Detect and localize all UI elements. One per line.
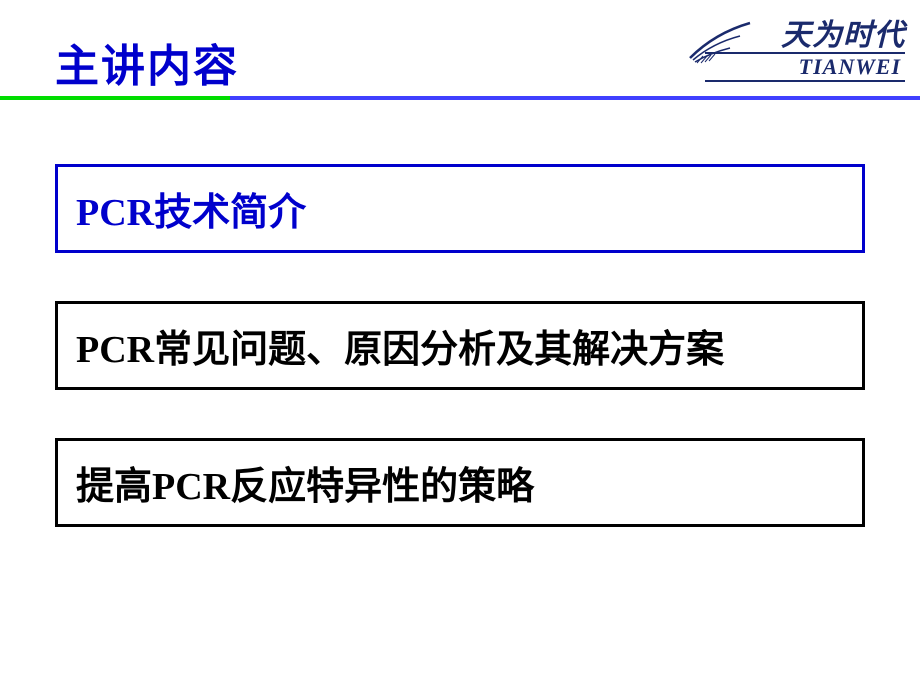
company-logo: 天为时代 TIANWEI [705, 10, 905, 90]
topic-item-1: PCR技术简介 [55, 164, 865, 253]
topic-text: PCR常见问题、原因分析及其解决方案 [76, 329, 724, 371]
title-underline [0, 96, 920, 100]
topic-item-2: PCR常见问题、原因分析及其解决方案 [55, 301, 865, 390]
topic-text: 提高PCR反应特异性的策略 [76, 466, 534, 508]
topic-text: PCR技术简介 [76, 192, 306, 234]
topic-item-3: 提高PCR反应特异性的策略 [55, 438, 865, 527]
slide-content: PCR技术简介 PCR常见问题、原因分析及其解决方案 提高PCR反应特异性的策略 [0, 94, 920, 527]
logo-swoosh-icon [685, 18, 755, 68]
